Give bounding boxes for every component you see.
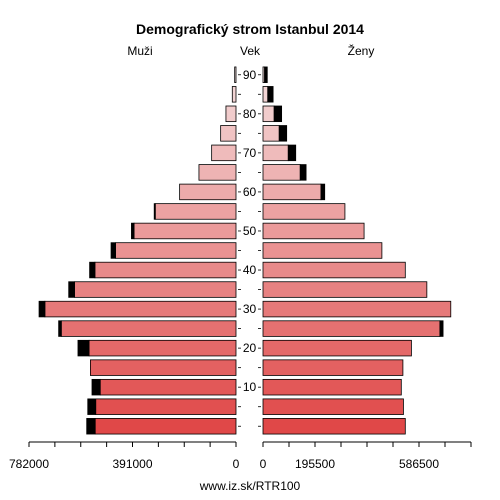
male-excess-bar-55-59 (153, 203, 156, 220)
female-bar-25-29 (262, 320, 441, 337)
female-bar-50-54 (262, 222, 365, 240)
male-bar-55-59 (154, 203, 237, 220)
female-axis-label: 586500 (399, 457, 439, 471)
male-excess-bar-0-4 (86, 418, 96, 435)
source-footer: www.iz.sk/RTR100 (199, 479, 301, 493)
female-bar-10-14 (262, 378, 402, 396)
male-excess-bar-35-39 (68, 281, 75, 298)
male-excess-bar-30-34 (38, 300, 46, 318)
chart-title: Demografický strom Istanbul 2014 (136, 21, 364, 37)
female-excess-bar-70-74 (287, 144, 297, 162)
male-excess-bar-5-9 (87, 398, 97, 415)
male-excess-bar-10-14 (91, 378, 101, 396)
male-bar-10-14 (99, 378, 237, 396)
male-bar-70-74 (211, 144, 237, 162)
male-bar-45-49 (115, 242, 237, 259)
female-bar-5-9 (262, 398, 404, 415)
male-bar-75-79 (220, 125, 237, 142)
male-bar-20-24 (88, 339, 237, 357)
male-axis-label: 782000 (9, 457, 49, 471)
female-excess-bar-65-69 (299, 164, 307, 181)
female-excess-bar-90+ (264, 66, 268, 83)
male-bar-80-84 (225, 105, 237, 123)
age-tick-label: 10 (243, 380, 257, 394)
male-excess-bar-45-49 (110, 242, 116, 259)
female-excess-bar-75-79 (278, 125, 288, 142)
female-excess-bar-60-64 (320, 183, 326, 201)
male-excess-bar-20-24 (77, 339, 90, 357)
age-tick-label: 50 (243, 224, 257, 238)
female-bar-60-64 (262, 183, 322, 201)
age-tick-label: 20 (243, 341, 257, 355)
age-tick-label: 40 (243, 263, 257, 277)
male-axis-label: 0 (233, 457, 240, 471)
age-tick-label: 60 (243, 185, 257, 199)
male-bar-90+ (234, 66, 237, 83)
female-label: Ženy (348, 43, 375, 58)
age-tick-label: 90 (243, 68, 257, 82)
male-excess-bar-25-29 (58, 320, 62, 337)
male-bar-0-4 (94, 418, 237, 435)
female-axis-label: 0 (260, 457, 267, 471)
male-bar-40-44 (94, 261, 237, 279)
female-bar-80-84 (262, 105, 275, 123)
female-bar-70-74 (262, 144, 289, 162)
male-bar-15-19 (90, 359, 237, 376)
age-tick-label: 30 (243, 302, 257, 316)
male-bar-60-64 (179, 183, 237, 201)
female-bar-15-19 (262, 359, 404, 376)
female-bar-40-44 (262, 261, 406, 279)
female-bar-85-89 (262, 86, 269, 103)
female-bar-45-49 (262, 242, 383, 259)
female-bar-55-59 (262, 203, 346, 220)
female-bar-65-69 (262, 164, 301, 181)
female-axis-label: 195500 (295, 457, 335, 471)
male-bar-25-29 (60, 320, 237, 337)
male-axis-label: 391000 (112, 457, 152, 471)
female-bar-30-34 (262, 300, 452, 318)
female-bar-20-24 (262, 339, 412, 357)
female-excess-bar-25-29 (439, 320, 444, 337)
age-tick-label: 70 (243, 146, 257, 160)
male-label: Muži (127, 44, 152, 58)
male-bar-5-9 (95, 398, 237, 415)
male-excess-bar-50-54 (131, 222, 135, 240)
female-bar-0-4 (262, 418, 406, 435)
male-bar-30-34 (44, 300, 237, 318)
male-bar-85-89 (231, 86, 237, 103)
age-tick-label: 80 (243, 107, 257, 121)
female-excess-bar-85-89 (267, 86, 274, 103)
male-bar-35-39 (74, 281, 237, 298)
female-excess-bar-80-84 (273, 105, 283, 123)
female-bar-35-39 (262, 281, 428, 298)
age-label: Vek (240, 44, 261, 58)
male-bar-50-54 (133, 222, 237, 240)
male-excess-bar-40-44 (89, 261, 96, 279)
female-bar-75-79 (262, 125, 280, 142)
male-bar-65-69 (198, 164, 237, 181)
